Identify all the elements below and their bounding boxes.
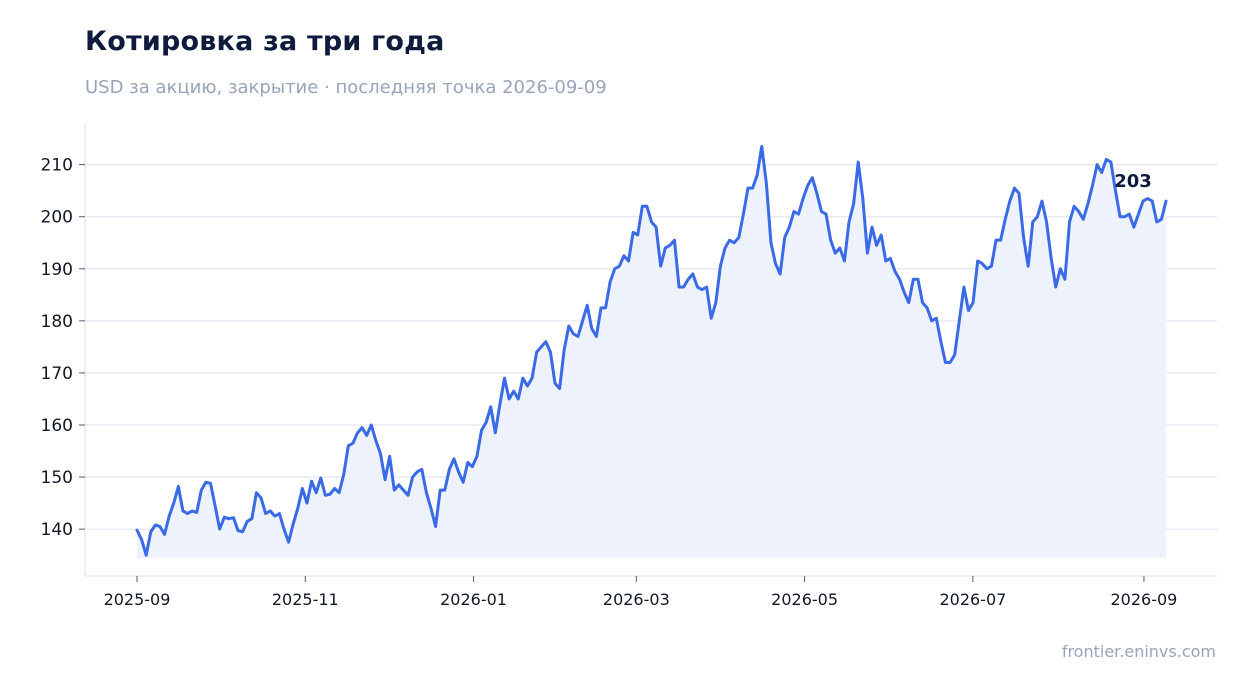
- x-tick-label: 2026-05: [771, 590, 838, 609]
- x-tick-label: 2026-01: [440, 590, 507, 609]
- series-line: [135, 144, 1168, 557]
- y-ticks: 140 150 160 170 180 190 200 210: [41, 156, 85, 540]
- x-tick-label: 2026-09: [1111, 590, 1178, 609]
- area-fill: [137, 146, 1166, 558]
- y-tick-label: 170: [41, 364, 73, 384]
- y-tick-label: 190: [41, 260, 73, 280]
- y-tick-label: 160: [41, 416, 73, 436]
- x-ticks: 2025-09 2025-11 2026-01 2026-03 2026-05 2026-…: [104, 576, 1178, 609]
- y-tick-label: 210: [41, 156, 73, 176]
- source-footer: frontier.eninvs.com: [1061, 642, 1216, 661]
- x-tick-label: 2025-11: [272, 590, 339, 609]
- x-tick-label: 2026-07: [939, 590, 1006, 609]
- x-tick-label: 2025-09: [104, 590, 171, 609]
- y-tick-label: 180: [41, 312, 73, 332]
- y-tick-label: 200: [41, 208, 73, 228]
- y-tick-label: 140: [41, 520, 73, 540]
- chart-title: Котировка за три года: [85, 26, 445, 57]
- chart-subtitle: USD за акцию, закрытие · последняя точка…: [85, 77, 607, 98]
- x-tick-label: 2026-03: [603, 590, 670, 609]
- y-tick-label: 150: [41, 468, 73, 488]
- last-value-label: 203: [1114, 171, 1152, 192]
